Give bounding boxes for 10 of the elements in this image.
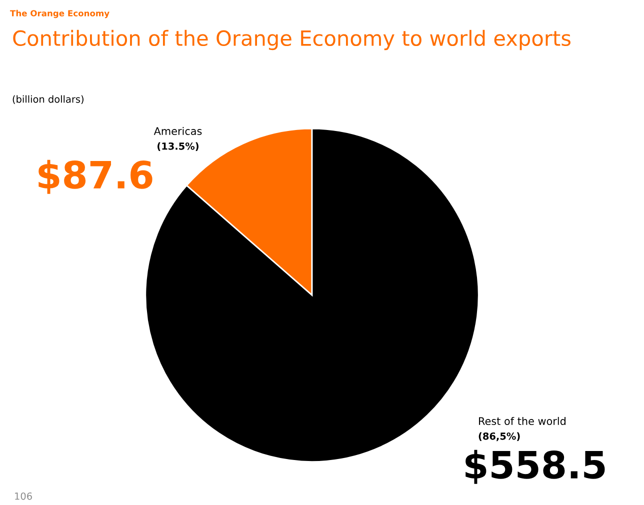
text: (13.5%) <box>158 142 198 151</box>
chart-subtitle: (billion dollars) <box>12 95 84 104</box>
text: (86,5%) <box>478 432 520 442</box>
chart-title: Contribution of the Orange Economy to world exports <box>13 30 570 50</box>
text: 106 <box>15 492 32 500</box>
text: The Orange Economy <box>10 10 110 18</box>
data-label: $558.5 <box>466 450 605 484</box>
slice-label: Americas <box>154 126 202 136</box>
slice-label: Rest of the world <box>479 416 566 426</box>
data-label: $87.6 <box>38 160 152 194</box>
